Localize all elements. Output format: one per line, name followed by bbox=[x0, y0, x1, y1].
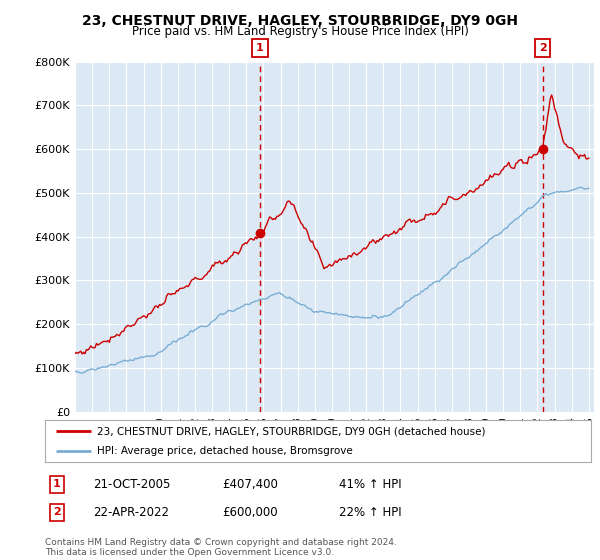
Text: 22-APR-2022: 22-APR-2022 bbox=[93, 506, 169, 519]
Text: £407,400: £407,400 bbox=[222, 478, 278, 491]
Text: Contains HM Land Registry data © Crown copyright and database right 2024.
This d: Contains HM Land Registry data © Crown c… bbox=[45, 538, 397, 557]
Text: Price paid vs. HM Land Registry's House Price Index (HPI): Price paid vs. HM Land Registry's House … bbox=[131, 25, 469, 38]
Text: 41% ↑ HPI: 41% ↑ HPI bbox=[339, 478, 401, 491]
Text: HPI: Average price, detached house, Bromsgrove: HPI: Average price, detached house, Brom… bbox=[97, 446, 353, 456]
Text: 22% ↑ HPI: 22% ↑ HPI bbox=[339, 506, 401, 519]
Text: 21-OCT-2005: 21-OCT-2005 bbox=[93, 478, 170, 491]
Text: 23, CHESTNUT DRIVE, HAGLEY, STOURBRIDGE, DY9 0GH (detached house): 23, CHESTNUT DRIVE, HAGLEY, STOURBRIDGE,… bbox=[97, 426, 485, 436]
Text: 1: 1 bbox=[53, 479, 61, 489]
Text: 2: 2 bbox=[539, 43, 547, 53]
Text: £600,000: £600,000 bbox=[222, 506, 278, 519]
Text: 2: 2 bbox=[53, 507, 61, 517]
Text: 1: 1 bbox=[256, 43, 264, 53]
Text: 23, CHESTNUT DRIVE, HAGLEY, STOURBRIDGE, DY9 0GH: 23, CHESTNUT DRIVE, HAGLEY, STOURBRIDGE,… bbox=[82, 14, 518, 28]
